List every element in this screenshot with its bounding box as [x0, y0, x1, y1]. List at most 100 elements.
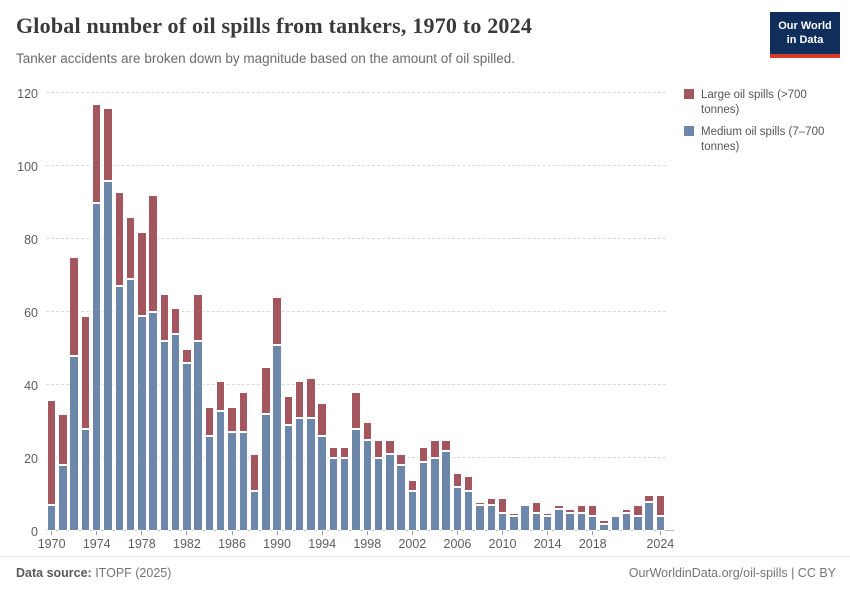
bar-segment-large-1982[interactable] [182, 348, 192, 364]
bar-segment-large-1979[interactable] [148, 195, 158, 312]
bar-segment-large-2000[interactable] [385, 439, 395, 455]
bar-2022[interactable] [633, 505, 643, 531]
bar-segment-large-1996[interactable] [340, 447, 350, 458]
bar-segment-large-2018[interactable] [588, 505, 598, 517]
bar-2003[interactable] [418, 447, 429, 531]
bar-segment-large-1978[interactable] [137, 231, 147, 316]
bar-segment-large-1999[interactable] [373, 439, 384, 458]
bar-segment-large-2002[interactable] [407, 479, 418, 491]
bar-segment-medium-2013[interactable] [531, 512, 542, 531]
bar-segment-large-1971[interactable] [58, 414, 68, 466]
bar-segment-large-2010[interactable] [497, 498, 508, 513]
bar-1979[interactable] [148, 195, 158, 531]
bar-segment-large-1970[interactable] [46, 399, 57, 506]
bar-segment-medium-1976[interactable] [114, 286, 124, 531]
bar-segment-large-2015[interactable] [554, 505, 564, 510]
bar-2006[interactable] [452, 472, 463, 531]
bar-segment-large-1997[interactable] [351, 392, 361, 429]
bar-segment-medium-1971[interactable] [58, 465, 68, 531]
bar-1977[interactable] [125, 217, 136, 531]
bar-segment-medium-2004[interactable] [430, 458, 440, 531]
bar-2014[interactable] [542, 512, 553, 531]
bar-1991[interactable] [283, 395, 294, 531]
bar-segment-large-1998[interactable] [362, 421, 372, 440]
bar-segment-large-1987[interactable] [238, 392, 248, 433]
bar-1989[interactable] [261, 366, 271, 531]
bar-segment-large-1994[interactable] [317, 403, 327, 437]
bar-segment-medium-1974[interactable] [92, 202, 102, 531]
bar-segment-medium-1982[interactable] [182, 363, 192, 531]
bar-2021[interactable] [621, 509, 632, 531]
bar-1990[interactable] [272, 297, 282, 531]
bar-segment-medium-2017[interactable] [576, 512, 587, 531]
bar-segment-medium-1999[interactable] [373, 458, 384, 531]
bar-2002[interactable] [407, 479, 418, 531]
bar-1976[interactable] [114, 191, 124, 531]
bar-segment-medium-2005[interactable] [441, 450, 451, 531]
bar-2010[interactable] [497, 498, 508, 531]
bar-2005[interactable] [441, 439, 451, 531]
bar-segment-large-2007[interactable] [464, 476, 474, 491]
bar-segment-medium-2018[interactable] [588, 516, 598, 531]
bar-2019[interactable] [599, 520, 609, 531]
bar-segment-medium-2002[interactable] [407, 490, 418, 531]
bar-segment-large-2019[interactable] [599, 520, 609, 524]
bar-segment-large-1973[interactable] [80, 315, 91, 429]
bar-segment-medium-1990[interactable] [272, 344, 282, 531]
bar-segment-medium-2011[interactable] [509, 516, 519, 531]
bar-segment-large-1984[interactable] [204, 406, 215, 437]
bar-segment-large-1990[interactable] [272, 297, 282, 345]
footer-link[interactable]: OurWorldinData.org/oil-spills | CC BY [628, 566, 836, 580]
bar-segment-medium-2006[interactable] [452, 487, 463, 531]
bar-segment-large-1981[interactable] [170, 308, 181, 334]
bar-segment-large-2003[interactable] [418, 447, 429, 462]
bar-segment-large-1993[interactable] [306, 377, 316, 418]
bar-segment-large-1974[interactable] [92, 103, 102, 203]
bar-1993[interactable] [306, 377, 316, 531]
bar-segment-large-1976[interactable] [114, 191, 124, 287]
bar-segment-medium-2012[interactable] [520, 505, 530, 531]
legend-item-medium-spills[interactable]: Medium oil spills (7–700 tonnes) [684, 125, 842, 155]
bar-segment-medium-1988[interactable] [249, 490, 260, 531]
bar-2000[interactable] [385, 439, 395, 531]
bar-1972[interactable] [69, 257, 79, 531]
bar-segment-medium-1993[interactable] [306, 417, 316, 531]
bar-segment-medium-2024[interactable] [655, 516, 666, 531]
bar-segment-medium-1985[interactable] [216, 410, 226, 531]
bar-segment-medium-1981[interactable] [170, 333, 181, 531]
bar-segment-medium-2003[interactable] [418, 461, 429, 531]
owid-logo[interactable]: Our World in Data [770, 12, 840, 58]
bar-segment-medium-1972[interactable] [69, 355, 79, 531]
bar-1973[interactable] [80, 315, 91, 531]
bar-1971[interactable] [58, 414, 68, 531]
bar-1983[interactable] [193, 293, 203, 531]
bar-segment-medium-1983[interactable] [193, 341, 203, 531]
bar-segment-large-2022[interactable] [633, 505, 643, 517]
bar-1997[interactable] [351, 392, 361, 531]
bar-segment-medium-1986[interactable] [227, 432, 237, 531]
bar-segment-medium-1991[interactable] [283, 425, 294, 531]
bar-1981[interactable] [170, 308, 181, 531]
bar-segment-medium-2020[interactable] [610, 516, 620, 531]
bar-segment-large-1992[interactable] [294, 381, 305, 418]
bar-2008[interactable] [475, 501, 485, 531]
bar-segment-medium-1977[interactable] [125, 279, 136, 531]
bar-2017[interactable] [576, 505, 587, 531]
bar-2012[interactable] [520, 505, 530, 531]
bar-segment-large-1986[interactable] [227, 406, 237, 433]
bar-2018[interactable] [588, 505, 598, 531]
bar-1975[interactable] [103, 107, 113, 531]
bar-2009[interactable] [486, 498, 496, 531]
bar-segment-large-1980[interactable] [159, 293, 170, 342]
bar-1988[interactable] [249, 454, 260, 531]
bar-segment-medium-1996[interactable] [340, 458, 350, 531]
bar-2011[interactable] [509, 512, 519, 531]
bar-1985[interactable] [216, 381, 226, 531]
bar-segment-large-1977[interactable] [125, 217, 136, 280]
bar-segment-medium-1994[interactable] [317, 436, 327, 531]
bar-segment-large-2023[interactable] [644, 494, 654, 502]
bar-segment-medium-1979[interactable] [148, 312, 158, 531]
bar-segment-large-2008[interactable] [475, 501, 485, 506]
bar-segment-medium-2023[interactable] [644, 501, 654, 531]
bar-segment-medium-1995[interactable] [328, 458, 339, 531]
